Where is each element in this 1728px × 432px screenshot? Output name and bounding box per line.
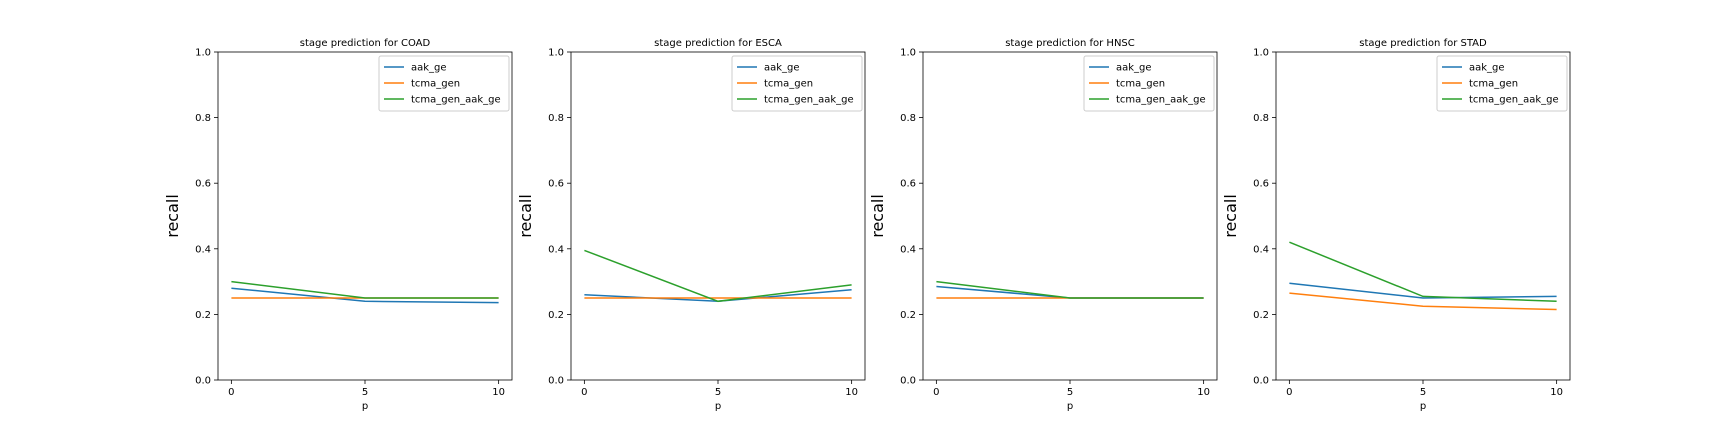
subplot-title: stage prediction for COAD: [300, 38, 431, 49]
y-tick-label: 0.2: [1253, 310, 1269, 321]
x-axis-label: p: [362, 401, 368, 412]
legend-label: tcma_gen_aak_ge: [1116, 95, 1206, 106]
x-tick-label: 0: [1286, 387, 1292, 398]
series-line-tcma_gen_aak_ge: [936, 280, 1204, 299]
x-tick-label: 10: [492, 387, 505, 398]
x-tick-label: 0: [933, 387, 939, 398]
plot-frame: [570, 51, 866, 381]
legend: aak_ge tcma_gen tcma_gen_aak_ge: [1436, 55, 1568, 112]
x-tick-label: 5: [1420, 387, 1426, 398]
y-tick-label: 0.0: [1253, 376, 1269, 387]
legend-label: tcma_gen_aak_ge: [764, 95, 854, 106]
y-tick-label: 0.6: [195, 179, 211, 190]
legend-label: tcma_gen_aak_ge: [411, 95, 501, 106]
y-tick-label: 1.0: [195, 48, 211, 59]
legend-box: [378, 55, 510, 112]
y-axis-label: recall: [516, 194, 535, 238]
legend: aak_ge tcma_gen tcma_gen_aak_ge: [1083, 55, 1215, 112]
series-line-aak_ge: [584, 289, 852, 303]
y-tick-label: 0.8: [900, 113, 916, 124]
x-tick-label: 0: [228, 387, 234, 398]
series-line-tcma_gen: [1289, 292, 1557, 311]
x-tick-label: 10: [1197, 387, 1210, 398]
legend-label: aak_ge: [411, 63, 447, 74]
legend-label: aak_ge: [1469, 63, 1505, 74]
legend-box: [1083, 55, 1215, 112]
legend-label: aak_ge: [1116, 63, 1152, 74]
subplot-2: stage prediction for ESCA 0.0 0.2 0.4 0.6 0.8…: [516, 38, 866, 412]
subplot-title: stage prediction for HNSC: [1005, 38, 1135, 49]
subplot-4: stage prediction for STAD 0.0 0.2 0.4 0.6 0.8…: [1221, 38, 1571, 412]
y-tick-label: 0.4: [900, 244, 916, 255]
legend-label: tcma_gen: [764, 79, 813, 90]
y-axis-label: recall: [868, 194, 887, 238]
series-line-tcma_gen_aak_ge: [1289, 241, 1557, 303]
y-tick-label: 1.0: [900, 48, 916, 59]
y-tick-label: 0.0: [900, 376, 916, 387]
y-tick-label: 0.4: [195, 244, 211, 255]
legend-label: tcma_gen: [411, 79, 460, 90]
x-tick-label: 5: [715, 387, 721, 398]
y-tick-label: 0.2: [195, 310, 211, 321]
subplot-3: stage prediction for HNSC 0.0 0.2 0.4 0.6 0.8…: [868, 38, 1218, 412]
y-tick-label: 0.2: [900, 310, 916, 321]
legend-box: [1436, 55, 1568, 112]
subplot-title: stage prediction for STAD: [1359, 38, 1487, 49]
legend: aak_ge tcma_gen tcma_gen_aak_ge: [378, 55, 510, 112]
legend-label: tcma_gen: [1469, 79, 1518, 90]
x-tick-label: 5: [1067, 387, 1073, 398]
plot-frame: [922, 51, 1218, 381]
plot-frame: [1275, 51, 1571, 381]
y-tick-label: 0.6: [900, 179, 916, 190]
series-line-tcma_gen_aak_ge: [231, 280, 499, 299]
legend-box: [731, 55, 863, 112]
y-axis-label: recall: [1221, 194, 1240, 238]
x-tick-label: 10: [1550, 387, 1563, 398]
series-line-aak_ge: [231, 287, 499, 304]
y-tick-label: 0.8: [1253, 113, 1269, 124]
y-tick-label: 0.4: [548, 244, 564, 255]
x-tick-label: 10: [845, 387, 858, 398]
y-tick-label: 0.6: [548, 179, 564, 190]
legend-label: aak_ge: [764, 63, 800, 74]
y-tick-label: 1.0: [548, 48, 564, 59]
x-tick-label: 0: [581, 387, 587, 398]
y-tick-label: 0.8: [195, 113, 211, 124]
subplot-title: stage prediction for ESCA: [654, 38, 782, 49]
y-axis-label: recall: [163, 194, 182, 238]
legend-label: tcma_gen: [1116, 79, 1165, 90]
series-line-aak_ge: [1289, 282, 1557, 299]
x-axis-label: p: [715, 401, 721, 412]
y-tick-label: 0.6: [1253, 179, 1269, 190]
y-tick-label: 0.4: [1253, 244, 1269, 255]
series-line-aak_ge: [936, 285, 1204, 299]
y-tick-label: 0.0: [548, 376, 564, 387]
y-tick-label: 1.0: [1253, 48, 1269, 59]
x-axis-label: p: [1420, 401, 1426, 412]
y-tick-label: 0.8: [548, 113, 564, 124]
series-line-tcma_gen_aak_ge: [584, 249, 852, 303]
plot-frame: [217, 51, 513, 381]
subplot-1: stage prediction for COAD 0.0 0.2 0.4 0.6 0.8…: [163, 38, 513, 412]
legend: aak_ge tcma_gen tcma_gen_aak_ge: [731, 55, 863, 112]
y-tick-label: 0.0: [195, 376, 211, 387]
x-tick-label: 5: [362, 387, 368, 398]
y-tick-label: 0.2: [548, 310, 564, 321]
legend-label: tcma_gen_aak_ge: [1469, 95, 1559, 106]
x-axis-label: p: [1067, 401, 1073, 412]
